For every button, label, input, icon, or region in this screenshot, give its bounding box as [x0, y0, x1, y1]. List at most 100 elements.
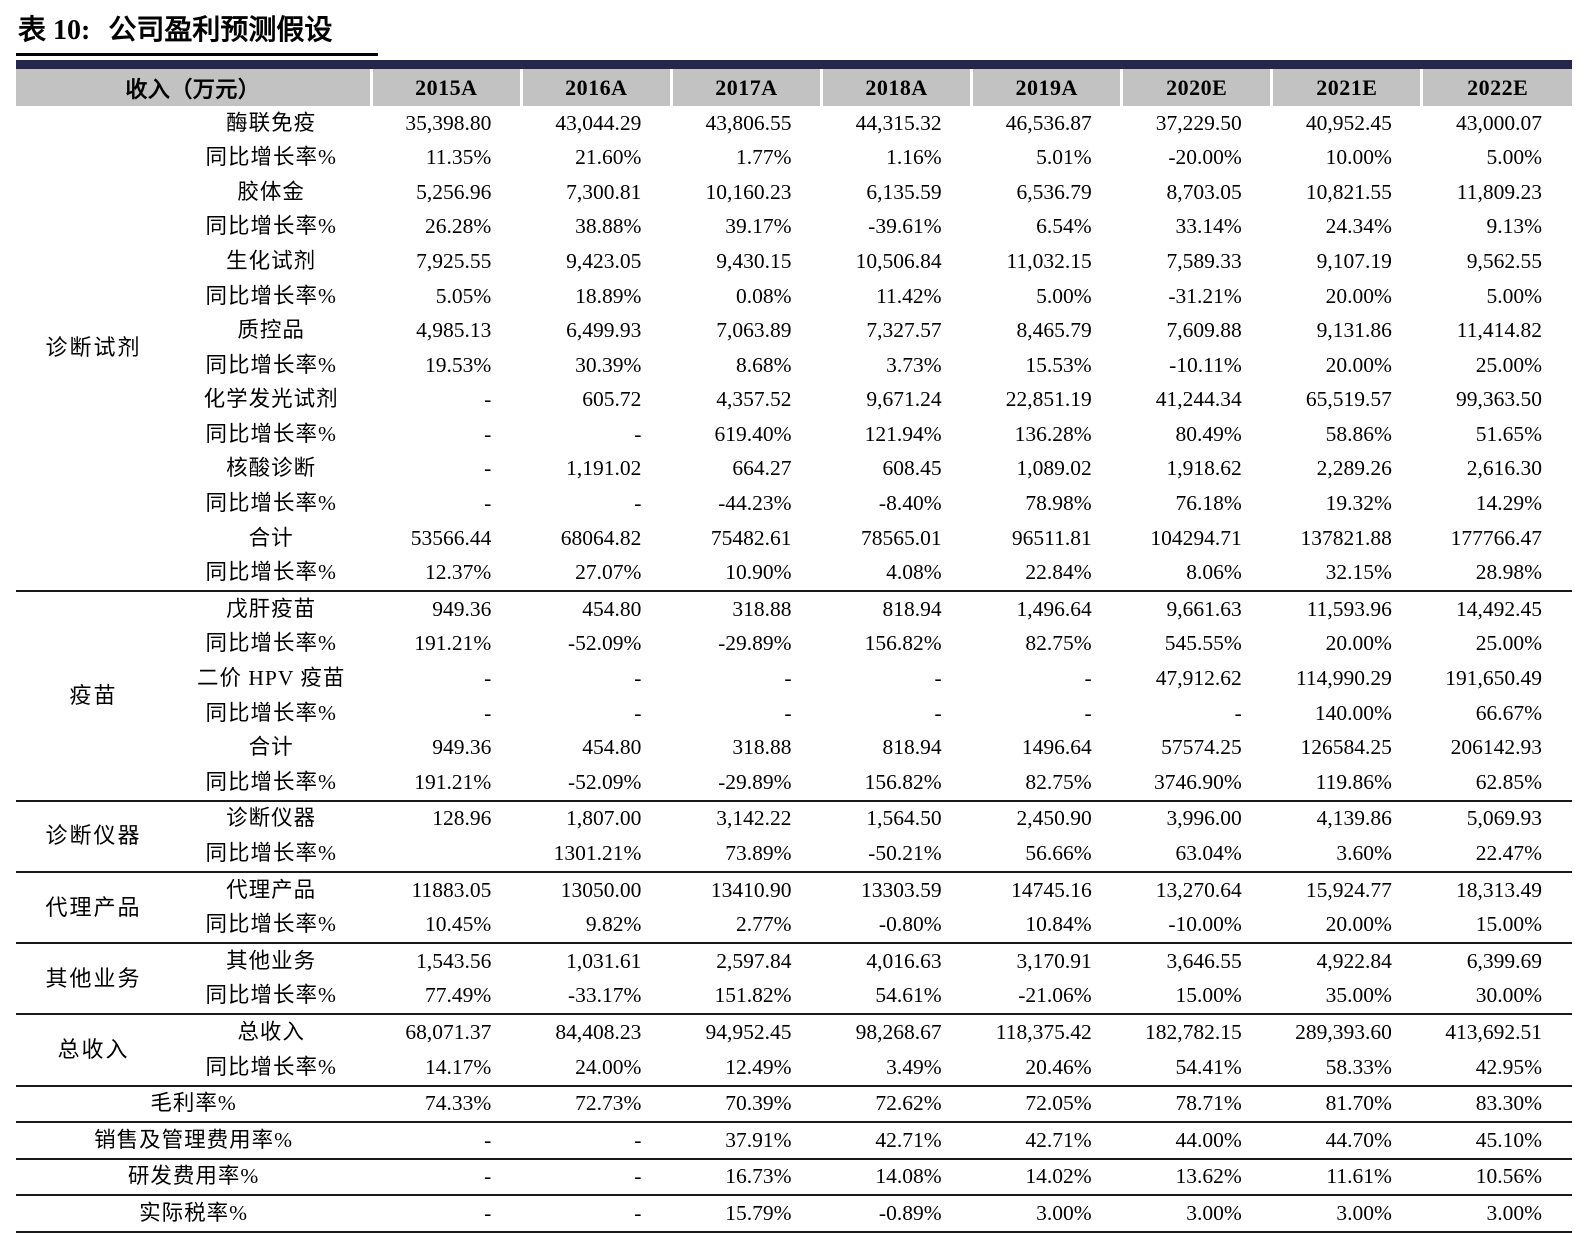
- value-cell: 30.39%: [575, 352, 642, 377]
- year-column-header: 2019A: [970, 64, 1122, 106]
- value-cell: 25.00%: [1475, 631, 1542, 656]
- value-cell: 6,135.59: [866, 179, 942, 204]
- table-row: 质控品 4,985.13 6,499.93 7,063.89 7,327.57 8,465…: [16, 314, 1572, 349]
- value-cell: 20.00%: [1325, 352, 1392, 377]
- value-cell: 63.04%: [1175, 841, 1242, 866]
- value-cell: 56.66%: [1025, 841, 1092, 866]
- value-cell: 4.08%: [886, 560, 942, 585]
- revenue-unit-header: 收入（万元）: [16, 64, 372, 106]
- value-cell: 73.89%: [725, 841, 792, 866]
- value-cell: 4,139.86: [1271, 799, 1422, 837]
- value-cell: -: [1234, 700, 1242, 725]
- year-column-header: 2020E: [1120, 64, 1272, 106]
- value-cell: 3.60%: [1336, 841, 1392, 866]
- value-cell: 43,044.29: [555, 110, 642, 135]
- value-cell: -: [371, 1121, 522, 1159]
- value-cell: 62.85%: [1475, 769, 1542, 794]
- value-cell: 70.39%: [671, 1084, 822, 1123]
- value-cell: 6.54%: [1036, 214, 1092, 239]
- value-cell: 45.10%: [1421, 1121, 1572, 1159]
- value-cell: 35,398.80: [405, 110, 492, 135]
- row-label-cell: 研发费用率%: [16, 1157, 372, 1196]
- table-row: 其他业务 其他业务 1,543.56 1,031.61 2,597.84 4,016.63…: [16, 942, 1572, 1015]
- value-cell: 413,692.51: [1421, 1013, 1572, 1051]
- value-cell: 9.82%: [585, 912, 642, 937]
- value-cell: 2.77%: [735, 912, 792, 937]
- value-cell: 121.94%: [864, 421, 942, 446]
- value-cell: 78.98%: [1025, 491, 1092, 516]
- value-cell: 7,925.55: [416, 248, 492, 273]
- value-cell: 1,564.50: [821, 799, 972, 837]
- value-cell: 818.94: [821, 590, 972, 627]
- item-label-cell: 生化试剂: [226, 248, 317, 273]
- value-cell: 18,313.49: [1421, 871, 1572, 908]
- value-cell: 8.68%: [735, 352, 792, 377]
- value-cell: 16.73%: [671, 1157, 822, 1196]
- value-cell: 13.62%: [1121, 1157, 1272, 1196]
- value-cell: -: [634, 700, 642, 725]
- value-cell: 6,399.69: [1421, 942, 1572, 979]
- table-row: 同比增长率% 191.21% -52.09% -29.89% 156.82% 82.75%…: [16, 765, 1572, 801]
- value-cell: 7,063.89: [716, 318, 792, 343]
- value-cell: 608.45: [882, 456, 942, 481]
- table-title: 表 10: 公司盈利预测假设: [16, 4, 379, 56]
- value-cell: 2,597.84: [671, 942, 822, 979]
- item-label-cell: 合计: [248, 735, 294, 760]
- value-cell: 78565.01: [860, 525, 942, 550]
- value-cell: -39.61%: [868, 214, 942, 239]
- value-cell: 12.49%: [725, 1054, 792, 1079]
- value-cell: -: [521, 1121, 672, 1159]
- value-cell: 136.28%: [1014, 421, 1092, 446]
- value-cell: -52.09%: [567, 769, 642, 794]
- value-cell: -44.23%: [718, 491, 792, 516]
- row-label-cell: 毛利率%: [16, 1084, 372, 1123]
- value-cell: 191.21%: [414, 769, 492, 794]
- value-cell: 19.53%: [425, 352, 492, 377]
- value-cell: -8.40%: [878, 491, 942, 516]
- value-cell: 206142.93: [1450, 735, 1542, 760]
- item-label-cell: 同比增长率%: [205, 983, 337, 1008]
- item-label-cell: 合计: [248, 525, 294, 550]
- group-label-cell: 诊断试剂: [45, 335, 142, 361]
- value-cell: 42.95%: [1475, 1054, 1542, 1079]
- value-cell: -29.89%: [718, 631, 792, 656]
- item-label-cell: 同比增长率%: [205, 214, 337, 239]
- value-cell: 4,357.52: [716, 387, 792, 412]
- value-cell: 22,851.19: [1005, 387, 1092, 412]
- value-cell: 664.27: [732, 456, 792, 481]
- value-cell: 2,616.30: [1466, 456, 1542, 481]
- value-cell: 177766.47: [1450, 525, 1542, 550]
- value-cell: 11883.05: [371, 871, 522, 908]
- value-cell: 40,952.45: [1305, 110, 1392, 135]
- group-label-cell: 代理产品: [16, 871, 172, 944]
- value-cell: 619.40%: [714, 421, 792, 446]
- table-row: 销售及管理费用率% - -37.91% 42.71% 42.71% 44.00% 44.70…: [16, 1121, 1572, 1159]
- value-cell: 818.94: [882, 735, 942, 760]
- table-row: 生化试剂 7,925.55 9,423.05 9,430.15 10,506.84 11,…: [16, 244, 1572, 279]
- value-cell: 74.33%: [371, 1084, 522, 1123]
- table-row: 合计 53566.44 68064.82 75482.61 78565.01 96511.…: [16, 521, 1572, 556]
- value-cell: 43,000.07: [1456, 110, 1542, 135]
- table-row: 毛利率% 74.33% 72.73% 70.39% 72.62% 72.05% 78.71%…: [16, 1084, 1572, 1123]
- value-cell: -: [484, 421, 492, 446]
- table-row: 同比增长率% 14.17% 24.00% 12.49% 3.49% 20.46% 54.41…: [16, 1050, 1572, 1086]
- value-cell: 72.73%: [521, 1084, 672, 1123]
- table-row: 化学发光试剂 - 605.72 4,357.52 9,671.24 22,851.19 41…: [16, 383, 1572, 418]
- value-cell: 5.01%: [1036, 145, 1092, 170]
- value-cell: 1,031.61: [521, 942, 672, 979]
- value-cell: -52.09%: [567, 631, 642, 656]
- value-cell: 10,506.84: [855, 248, 942, 273]
- value-cell: 10,160.23: [705, 179, 792, 204]
- item-label-cell: 同比增长率%: [205, 912, 337, 937]
- value-cell: 3,170.91: [971, 942, 1122, 979]
- value-cell: 94,952.45: [671, 1013, 822, 1051]
- item-label-cell: 同比增长率%: [205, 560, 337, 585]
- value-cell: 53566.44: [410, 525, 492, 550]
- value-cell: -: [484, 387, 492, 412]
- item-label-cell: 核酸诊断: [226, 456, 317, 481]
- table-row: 诊断试剂 酶联免疫 35,398.80 43,044.29 43,806.55 44,31…: [16, 106, 1572, 359]
- table-row: 胶体金 5,256.96 7,300.81 10,160.23 6,135.59 6,53…: [16, 175, 1572, 210]
- value-cell: 58.33%: [1325, 1054, 1392, 1079]
- value-cell: 11,593.96: [1271, 590, 1422, 627]
- value-cell: 156.82%: [864, 631, 942, 656]
